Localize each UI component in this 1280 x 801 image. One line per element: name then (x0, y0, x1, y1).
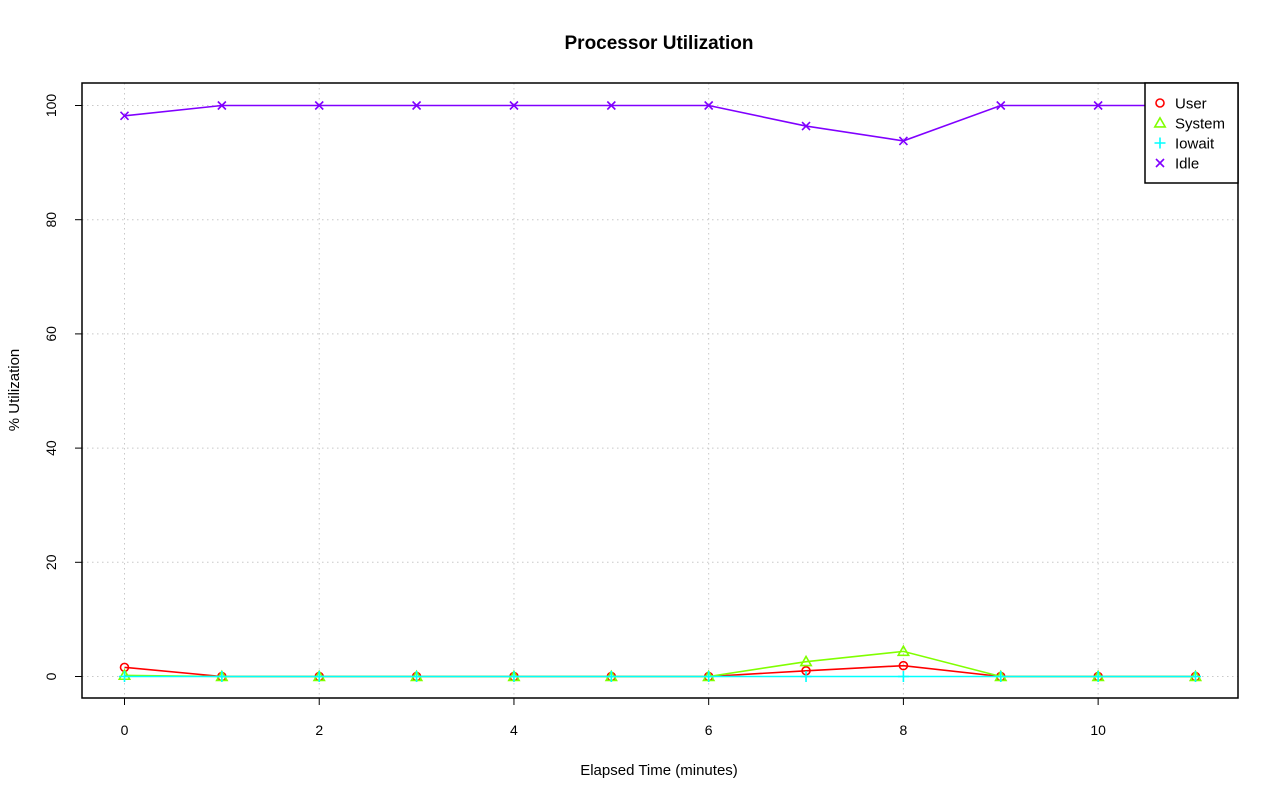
series-iowait-point (216, 671, 228, 682)
series-iowait-point-shape (216, 671, 228, 682)
series-iowait-point-shape (1092, 671, 1104, 682)
series-layer (117, 100, 1203, 682)
grid (82, 83, 1238, 698)
series-user-point-shape (898, 660, 909, 671)
series-iowait-point-shape (897, 671, 909, 682)
series-idle-point (801, 121, 811, 131)
series-idle-point (996, 100, 1006, 111)
series-system-point (799, 654, 813, 667)
x-tick-label: 4 (510, 722, 518, 738)
series-system-point-shape (799, 654, 813, 667)
series-idle-point-shape (217, 100, 227, 111)
legend-marker-user-shape (1155, 98, 1165, 108)
series-idle-point-shape (704, 100, 714, 111)
series-iowait-point-shape (508, 671, 520, 682)
series-user (119, 660, 1201, 682)
y-tick-label: 20 (43, 554, 59, 570)
x-tick-label: 10 (1090, 722, 1106, 738)
series-idle-point (412, 100, 422, 111)
series-iowait-point (703, 671, 715, 682)
legend-label-user: User (1175, 96, 1207, 113)
x-tick-label: 6 (705, 722, 713, 738)
series-idle-point-shape (509, 100, 519, 111)
series-system-point-shape (896, 644, 910, 657)
series-iowait-point-shape (703, 671, 715, 682)
y-tick-label: 80 (43, 212, 59, 228)
series-idle-point-shape (412, 100, 422, 111)
x-axis-label: Elapsed Time (minutes) (580, 762, 738, 779)
series-idle-point-shape (801, 121, 811, 131)
legend-marker-system-shape (1153, 116, 1167, 128)
chart-title: Processor Utilization (565, 33, 754, 54)
series-iowait-point (995, 671, 1007, 682)
y-tick-label: 60 (43, 326, 59, 342)
y-tick-label: 40 (43, 440, 59, 456)
series-idle-point-shape (606, 100, 616, 111)
series-iowait-point (313, 671, 325, 682)
series-iowait-point (800, 671, 812, 682)
series-iowait-point-shape (995, 671, 1007, 682)
legend-item-system: System (1153, 116, 1225, 133)
series-iowait-point (897, 671, 909, 682)
legend-marker-system (1153, 116, 1167, 128)
series-idle-point-shape (119, 111, 130, 121)
series-iowait-point (1092, 671, 1104, 682)
series-idle-point (898, 136, 908, 146)
series-idle-point (606, 100, 616, 111)
series-idle-point-shape (314, 100, 324, 111)
series-idle-point-shape (1093, 100, 1103, 111)
series-idle-point-shape (898, 136, 908, 146)
series-iowait-point (411, 671, 423, 682)
series-idle-line (124, 104, 1196, 142)
series-idle-point (704, 100, 714, 111)
y-axis-label: % Utilization (6, 349, 23, 432)
y-tick-label: 100 (43, 94, 59, 118)
series-idle-point (1093, 100, 1103, 111)
series-user-point (898, 660, 909, 671)
series-iowait-point (605, 671, 617, 682)
series-system-line (124, 650, 1196, 678)
series-idle-point (509, 100, 519, 111)
series-iowait-point-shape (605, 671, 617, 682)
legend-marker-user (1155, 98, 1165, 108)
legend-item-idle: Idle (1155, 156, 1199, 173)
x-tick-label: 2 (315, 722, 323, 738)
series-user-line (124, 664, 1196, 678)
series-idle-point (217, 100, 227, 111)
legend-item-user: User (1155, 96, 1207, 113)
series-system-point (896, 644, 910, 657)
legend-marker-iowait-shape (1154, 137, 1166, 149)
series-iowait-point-shape (119, 671, 130, 682)
series-idle-point (314, 100, 324, 111)
legend-label-idle: Idle (1175, 156, 1199, 173)
x-tick-label: 8 (900, 722, 908, 738)
series-iowait-point-shape (1190, 671, 1201, 682)
x-tick-label: 0 (121, 722, 129, 738)
legend-label-system: System (1175, 116, 1225, 133)
legend-marker-iowait (1154, 137, 1166, 149)
legend-marker-idle (1155, 158, 1165, 168)
series-idle-point-shape (996, 100, 1006, 111)
y-tick-label: 0 (43, 672, 59, 680)
legend-item-iowait: Iowait (1154, 136, 1215, 153)
series-iowait (119, 671, 1201, 682)
series-idle (119, 100, 1201, 146)
legend: User System Iowait Idle (1144, 82, 1239, 184)
series-iowait-point (508, 671, 520, 682)
series-iowait-point (1190, 671, 1201, 682)
series-system (117, 644, 1203, 682)
series-iowait-point-shape (800, 671, 812, 682)
legend-label-iowait: Iowait (1175, 136, 1215, 153)
series-iowait-point (119, 671, 130, 682)
plot-frame (81, 82, 1239, 699)
series-iowait-point-shape (411, 671, 423, 682)
series-idle-point (119, 111, 130, 121)
legend-marker-idle-shape (1155, 158, 1165, 168)
series-iowait-point-shape (313, 671, 325, 682)
legend-items: User System Iowait Idle (1153, 96, 1225, 173)
